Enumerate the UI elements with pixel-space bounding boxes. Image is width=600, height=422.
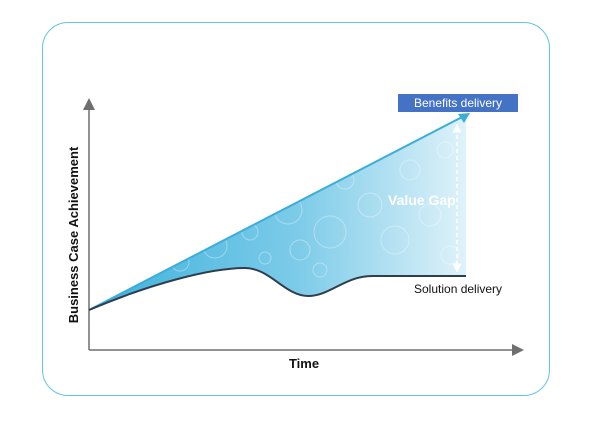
bubble-texture xyxy=(170,141,460,278)
benefits-line xyxy=(88,114,467,311)
value-gap-label: Value Gap xyxy=(388,192,456,208)
benefits-delivery-label: Benefits delivery xyxy=(398,94,518,112)
x-axis-label: Time xyxy=(289,356,319,371)
solution-delivery-label: Solution delivery xyxy=(414,282,503,296)
solution-line xyxy=(88,266,466,311)
benefits-arrowhead xyxy=(458,113,470,123)
diagram-frame xyxy=(42,22,550,396)
y-axis-label: Business Case Achievement xyxy=(66,146,81,323)
